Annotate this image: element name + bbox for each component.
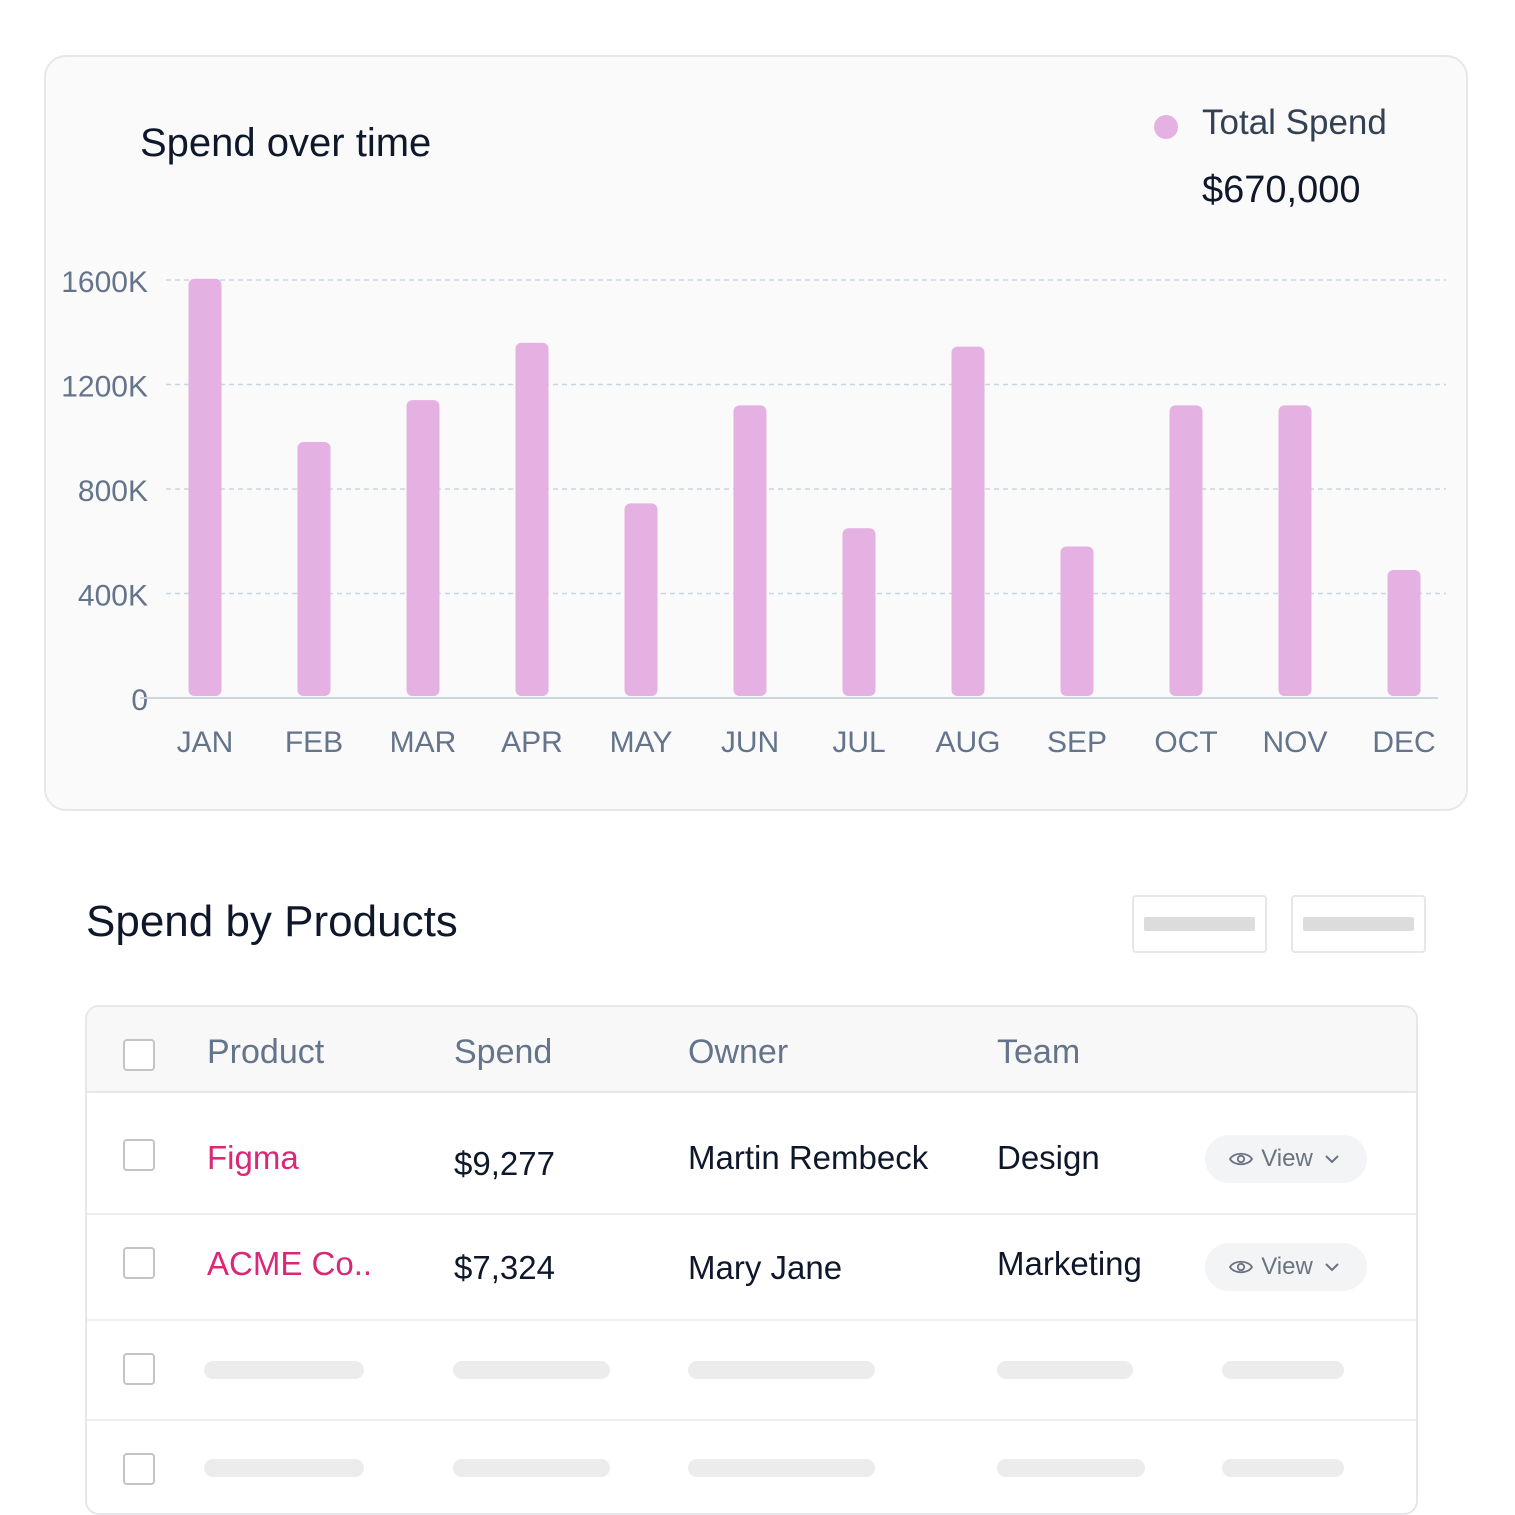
x-tick-label: APR bbox=[501, 726, 563, 759]
table-row-skeleton bbox=[87, 1321, 1416, 1421]
x-tick-label: SEP bbox=[1047, 726, 1107, 759]
view-button[interactable]: View bbox=[1205, 1135, 1367, 1183]
y-tick-label: 800K bbox=[78, 475, 148, 508]
bar-mar[interactable] bbox=[406, 400, 440, 696]
product-link[interactable]: Figma bbox=[207, 1139, 299, 1176]
column-header-spend[interactable]: Spend bbox=[454, 1033, 553, 1071]
view-button-label: View bbox=[1261, 1253, 1313, 1280]
y-tick-label: 400K bbox=[78, 580, 148, 613]
y-tick-label: 1600K bbox=[61, 266, 148, 299]
bar-sep[interactable] bbox=[1060, 546, 1094, 696]
skeleton-bar bbox=[204, 1459, 364, 1477]
bar-aug[interactable] bbox=[951, 346, 985, 696]
product-link[interactable]: ACME Co.. bbox=[207, 1245, 373, 1282]
bar-apr[interactable] bbox=[515, 342, 549, 696]
bar-nov[interactable] bbox=[1278, 405, 1312, 696]
column-header-owner[interactable]: Owner bbox=[688, 1033, 789, 1071]
skeleton-bar bbox=[1222, 1361, 1344, 1379]
skeleton-bar bbox=[997, 1361, 1133, 1379]
bar-may[interactable] bbox=[624, 503, 658, 696]
section-title: Spend by Products bbox=[86, 897, 458, 946]
x-tick-label: FEB bbox=[285, 726, 343, 759]
bar-jan[interactable] bbox=[188, 278, 222, 696]
table-row-skeleton bbox=[87, 1421, 1416, 1513]
skeleton-bar bbox=[688, 1361, 875, 1379]
skeleton-bar bbox=[1222, 1459, 1344, 1477]
x-tick-label: JUL bbox=[832, 726, 885, 759]
products-table: Product Spend Owner Team Figma $9,277 Ma… bbox=[85, 1005, 1418, 1515]
legend-total-value: $670,000 bbox=[1202, 169, 1361, 211]
skeleton-bar bbox=[453, 1361, 610, 1379]
x-tick-label: AUG bbox=[935, 726, 1000, 759]
table-header: Product Spend Owner Team bbox=[87, 1007, 1416, 1093]
legend-dot-icon bbox=[1154, 115, 1178, 139]
bar-dec[interactable] bbox=[1387, 569, 1421, 696]
select-all-checkbox[interactable] bbox=[123, 1039, 155, 1071]
bar-jul[interactable] bbox=[842, 528, 876, 696]
skeleton-bar bbox=[997, 1459, 1145, 1477]
x-tick-label: DEC bbox=[1372, 726, 1435, 759]
x-tick-label: MAY bbox=[610, 726, 673, 759]
chevron-down-icon bbox=[1325, 1155, 1339, 1164]
team-name: Marketing bbox=[997, 1245, 1142, 1282]
placeholder-button-2[interactable] bbox=[1291, 895, 1426, 953]
y-tick-label: 0 bbox=[131, 684, 148, 717]
chevron-down-icon bbox=[1325, 1263, 1339, 1272]
view-button-label: View bbox=[1261, 1145, 1313, 1172]
owner-name: Mary Jane bbox=[688, 1249, 843, 1286]
spend-bar-chart: 0 400K 800K 1200K 1600K JAN FEB MAR APR MAY JUN JUL… bbox=[61, 266, 1446, 759]
spend-value: $7,324 bbox=[454, 1249, 555, 1286]
spend-value: $9,277 bbox=[454, 1145, 555, 1182]
row-checkbox[interactable] bbox=[123, 1247, 155, 1279]
spend-over-time-card: 0 400K 800K 1200K 1600K JAN FEB MAR APR MAY JUN JUL… bbox=[44, 55, 1468, 811]
x-tick-label: JAN bbox=[177, 726, 234, 759]
bar-jun[interactable] bbox=[733, 405, 767, 696]
row-checkbox[interactable] bbox=[123, 1139, 155, 1171]
row-checkbox[interactable] bbox=[123, 1353, 155, 1385]
y-tick-label: 1200K bbox=[61, 371, 148, 404]
placeholder-bar bbox=[1303, 917, 1414, 931]
x-tick-label: MAR bbox=[390, 726, 457, 759]
column-header-team[interactable]: Team bbox=[997, 1033, 1081, 1071]
skeleton-bar bbox=[688, 1459, 875, 1477]
bar-oct[interactable] bbox=[1169, 405, 1203, 696]
skeleton-bar bbox=[453, 1459, 610, 1477]
bar-feb[interactable] bbox=[297, 441, 331, 696]
chart-title: Spend over time bbox=[140, 121, 432, 165]
team-name: Design bbox=[997, 1139, 1100, 1176]
x-tick-label: NOV bbox=[1262, 726, 1327, 759]
x-tick-label: JUN bbox=[721, 726, 779, 759]
view-button[interactable]: View bbox=[1205, 1243, 1367, 1291]
placeholder-bar bbox=[1144, 917, 1255, 931]
column-header-product[interactable]: Product bbox=[207, 1033, 325, 1071]
table-row: Figma $9,277 Martin Rembeck Design View bbox=[87, 1093, 1416, 1215]
row-checkbox[interactable] bbox=[123, 1453, 155, 1485]
owner-name: Martin Rembeck bbox=[688, 1139, 929, 1176]
skeleton-bar bbox=[204, 1361, 364, 1379]
table-row: ACME Co.. $7,324 Mary Jane Marketing Vie… bbox=[87, 1215, 1416, 1321]
legend-label: Total Spend bbox=[1202, 103, 1387, 142]
eye-icon bbox=[1229, 1152, 1254, 1166]
placeholder-button-1[interactable] bbox=[1132, 895, 1267, 953]
x-tick-label: OCT bbox=[1154, 726, 1217, 759]
eye-icon bbox=[1229, 1260, 1254, 1274]
